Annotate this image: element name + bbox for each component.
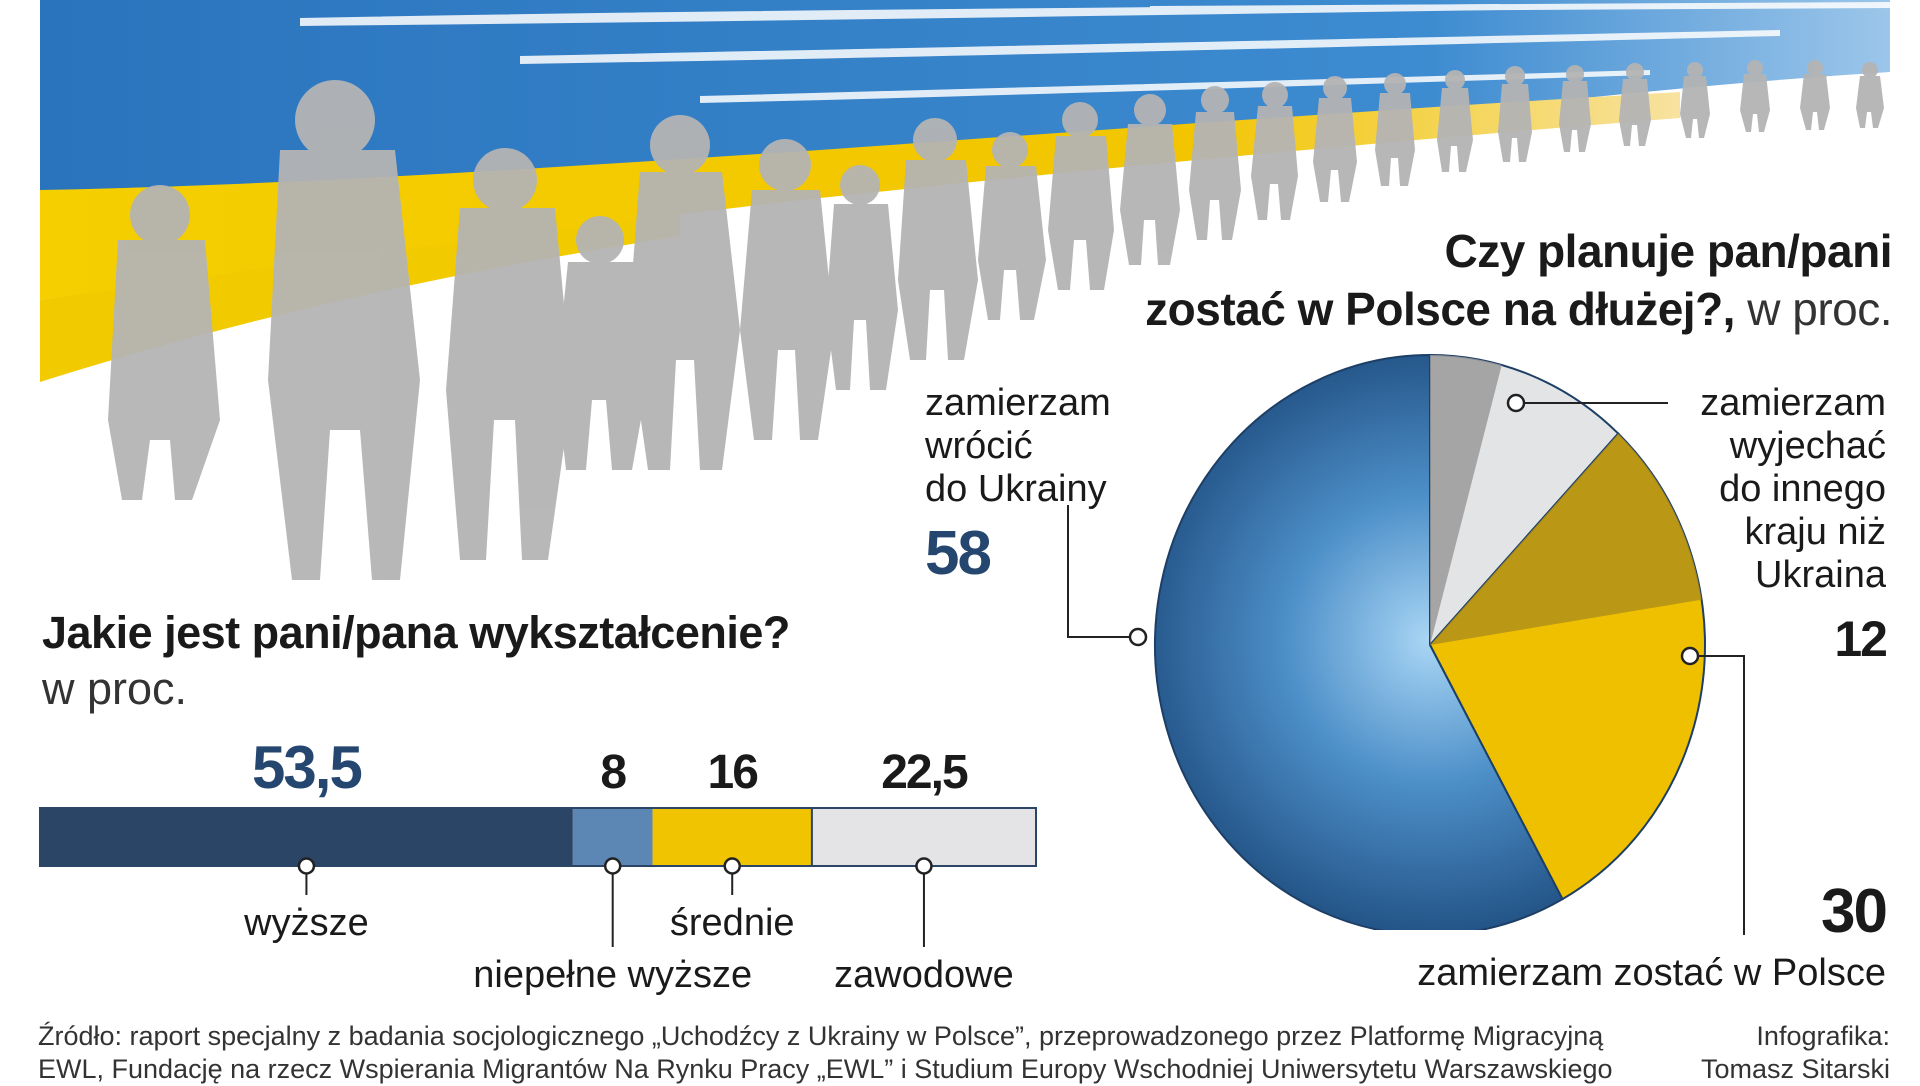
pie-label-other-l1: zamierzam [1700,382,1886,424]
bar-value-incomplete-higher: 8 [600,746,626,799]
pie-3d-shading [1430,355,1702,645]
source-line1: Źródło: raport specjalny z badania socjo… [38,1021,1604,1051]
pie-shade-other-country [1430,355,1502,645]
source-line2: EWL, Fundację na rzecz Wspierania Migran… [38,1054,1613,1084]
pie-value-other-country: 12 [1834,611,1888,667]
credit-line1: Infografika: [1756,1021,1890,1051]
bar-outline [39,807,1037,867]
pie-label-other-l5: Ukraina [1755,554,1886,596]
pie-label-other-country: zamierzam wyjechać do innego kraju niż U… [1700,382,1886,597]
bar-value-higher: 53,5 [252,734,361,801]
bar-value-secondary: 16 [708,746,758,799]
bar-category-vocational: zawodowe [834,954,1014,996]
pie-value-return: 58 [925,519,992,588]
pie-label-return-l1: zamierzam [925,382,1111,424]
bar-dot-higher [297,857,316,875]
bar-category-higher: wyższe [243,902,369,944]
pie-label-return-l3: do Ukrainy [925,468,1107,510]
pie-value-stay: 30 [1821,877,1888,946]
leader-dot-return [1128,627,1148,647]
bar-segment-higher [40,808,573,866]
bar-segment-vocational [810,807,1038,867]
bar-dot-incomplete-higher [603,857,622,875]
pie-label-stay: zamierzam zostać w Polsce [1417,952,1886,994]
bar-category-labels: wyższe niepełne wyższe średnie zawodowe [243,902,1014,996]
pie-label-return: zamierzam wrócić do Ukrainy [925,382,1111,511]
leader-dot-other-country [1506,393,1526,413]
pie-label-return-l2: wrócić [925,425,1033,467]
source-note: Źródło: raport specjalny z badania socjo… [38,1020,1613,1086]
bar-segments [39,807,1038,867]
leader-dot-stay [1680,646,1700,666]
bar-category-incomplete-higher: niepełne wyższe [473,954,752,996]
bar-category-secondary: średnie [670,902,795,944]
leader-line-stay [1690,655,1745,935]
bar-value-vocational: 22,5 [881,746,968,799]
bar-dot-vocational [915,857,933,875]
bar-question-unit: w proc. [42,663,188,714]
bar-value-labels: 53,5 8 16 22,5 [252,734,970,801]
pie-title-line2: zostać w Polsce na dłużej?, [1145,283,1735,335]
flag-silhouettes-illustration [40,0,1890,580]
pie-label-other-l2: wyjechać [1729,425,1886,467]
refugee-silhouettes [108,60,1884,580]
pie-label-other-l3: do innego [1719,468,1886,510]
bar-question-title: Jakie jest pani/pana wykształcenie? [42,607,790,658]
pie-chart [1154,353,1706,930]
pie-title-unit: w proc. [1734,283,1892,335]
pie-label-other-l4: kraju niż [1744,511,1887,553]
pie-shade-stay-in-poland [1430,433,1702,645]
stacked-bar-chart: 53,5 8 16 22,5 wyższe niepełne wyższe średnie… [39,734,1038,996]
pie-question-title: Czy planuje pan/pani zostać w Polsce na … [892,222,1892,338]
bar-segment-secondary [652,808,812,866]
bar-leader-lines [297,857,933,947]
credit-note: Infografika: Tomasz Sitarski [1701,1020,1890,1086]
credit-line2: Tomasz Sitarski [1700,1054,1890,1084]
pie-title-line1: Czy planuje pan/pani [1444,225,1892,277]
pie-slice-return-to-ukraine [1154,353,1564,930]
leader-line-return [1067,505,1138,638]
bar-dot-secondary [723,857,741,875]
bar-segment-incomplete-higher [572,808,653,866]
